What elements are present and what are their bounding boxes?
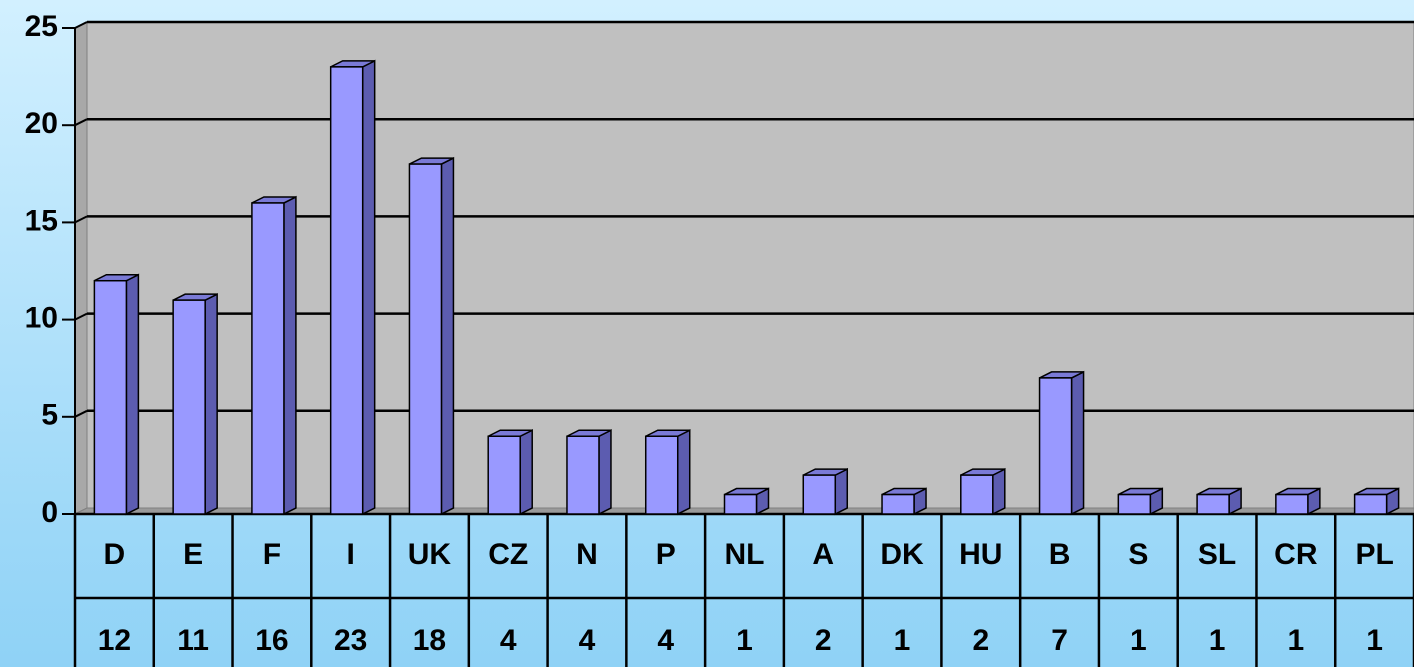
bar-side: [992, 467, 1006, 516]
bar-side: [676, 429, 691, 516]
grid-line-side: [74, 21, 88, 29]
x-tick-label: DK: [880, 538, 924, 571]
bar: [172, 292, 218, 516]
table-value: 4: [579, 624, 596, 657]
bar-front: [644, 435, 679, 515]
table-value: 18: [413, 624, 446, 657]
x-tick-label: PL: [1355, 538, 1393, 571]
bar-front: [487, 435, 521, 515]
x-tick-label: CZ: [488, 538, 528, 571]
bar-front: [1196, 493, 1230, 515]
bar: [93, 273, 140, 516]
x-tick-label: F: [263, 538, 281, 571]
bar: [723, 487, 770, 516]
x-tick-label: N: [576, 538, 598, 571]
grid-line-side: [74, 215, 88, 224]
bar: [1275, 487, 1321, 516]
table-value: 1: [1366, 624, 1383, 657]
x-tick-label: D: [104, 538, 126, 571]
x-tick-label: HU: [959, 538, 1002, 571]
bar: [1196, 487, 1242, 516]
y-tick-label: 20: [25, 107, 58, 140]
table-value: 7: [1051, 624, 1068, 657]
bar-side: [283, 195, 297, 516]
x-tick-label: A: [812, 538, 834, 571]
grid-line-side: [74, 312, 88, 321]
table-value: 23: [334, 624, 367, 657]
x-tick-label: I: [347, 538, 355, 571]
bar: [251, 195, 297, 516]
table-value: 1: [1288, 624, 1305, 657]
x-tick-label: UK: [408, 538, 452, 571]
table-value: 16: [255, 624, 288, 657]
bar-front: [1038, 377, 1073, 515]
table-value: 1: [1209, 624, 1226, 657]
table-value: 2: [815, 624, 832, 657]
y-tick-label: 5: [41, 399, 58, 432]
x-tick-label: B: [1049, 538, 1071, 571]
x-tick-label: SL: [1198, 538, 1236, 571]
bar: [960, 467, 1006, 516]
bar-front: [251, 202, 285, 515]
table-value: 2: [972, 624, 989, 657]
side-wall: [74, 21, 88, 515]
table-value: 1: [1130, 624, 1147, 657]
table-value: 1: [894, 624, 911, 657]
y-tick-label: 0: [41, 496, 58, 529]
x-tick-label: E: [183, 538, 203, 571]
bar: [881, 487, 927, 516]
bar-front: [1275, 493, 1309, 515]
bar-front: [329, 66, 364, 515]
bar-front: [172, 299, 206, 515]
bar-front: [881, 493, 915, 515]
x-tick-label: P: [656, 538, 676, 571]
y-tick-label: 10: [25, 302, 58, 335]
table-value: 1: [736, 624, 753, 657]
bar: [408, 156, 455, 516]
bar: [1038, 370, 1085, 516]
bar-front: [723, 493, 758, 515]
bar-side: [598, 429, 612, 516]
bar-side: [361, 59, 376, 516]
bar-front: [802, 474, 837, 515]
bar-side: [1070, 370, 1085, 516]
bar: [329, 59, 376, 516]
bar-front: [1117, 493, 1152, 515]
bar: [566, 429, 612, 516]
bar-front: [960, 474, 994, 515]
table-value: 11: [177, 624, 209, 657]
x-tick-label: CR: [1274, 538, 1318, 571]
bar-side: [440, 156, 455, 516]
grid-line-side: [74, 409, 88, 418]
table-value: 12: [98, 624, 131, 657]
bar: [1117, 487, 1164, 516]
bar-front: [566, 435, 600, 515]
bar-side: [204, 292, 218, 516]
bar-side: [519, 429, 533, 516]
bar: [802, 467, 849, 516]
x-tick-label: NL: [725, 538, 765, 571]
bar-front: [408, 163, 443, 515]
bar-front: [93, 279, 128, 515]
bar: [644, 429, 691, 516]
bar: [487, 429, 533, 516]
x-tick-label: S: [1128, 538, 1148, 571]
bar-front: [1353, 493, 1388, 515]
bar-side: [834, 467, 849, 516]
table-value: 4: [500, 624, 517, 657]
bar-side: [125, 273, 140, 516]
grid-line-side: [74, 118, 88, 127]
y-tick-label: 15: [25, 204, 58, 237]
table-value: 4: [657, 624, 674, 657]
y-tick-label: 25: [25, 10, 58, 43]
bar: [1353, 487, 1400, 516]
